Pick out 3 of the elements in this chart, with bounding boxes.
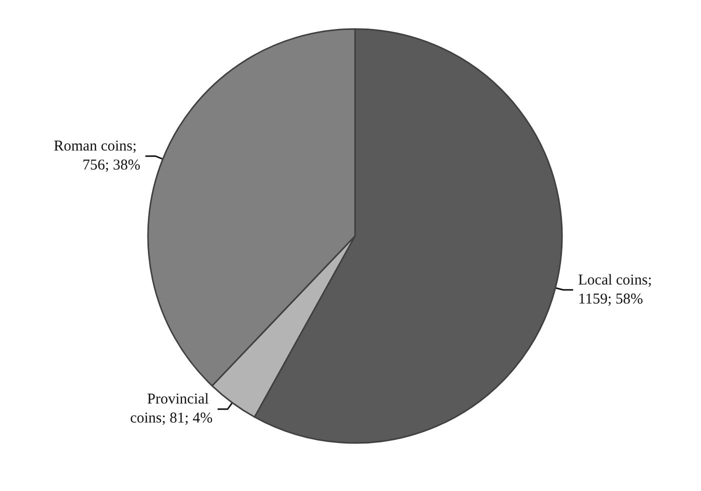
slice-label: Roman coins; 756; 38% — [54, 138, 140, 174]
slice-label: Provincial coins; 81; 4% — [130, 392, 213, 427]
slice-label: Local coins; 1159; 58% — [578, 272, 656, 308]
